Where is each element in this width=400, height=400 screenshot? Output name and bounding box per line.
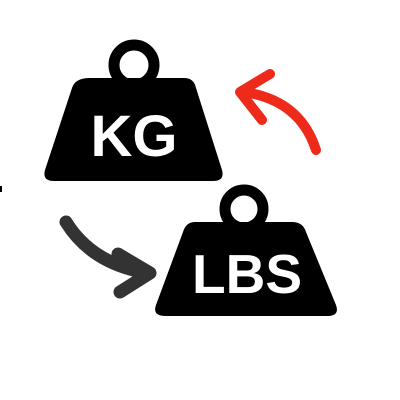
curved-arrow-left-icon xyxy=(235,69,321,155)
stray-mark xyxy=(0,186,2,192)
arrow-to-kg-shaft xyxy=(239,87,321,155)
kg-weight: KG xyxy=(44,39,223,181)
kg-label: KG xyxy=(91,104,178,169)
lbs-weight: LBS xyxy=(155,184,337,316)
arrow-to-lbs-head xyxy=(111,247,157,299)
curved-arrow-right-icon xyxy=(59,215,157,299)
lbs-weight-body xyxy=(155,222,337,316)
arrow-to-kg-head xyxy=(235,69,275,125)
kg-weight-body xyxy=(44,78,223,181)
lbs-label: LBS xyxy=(192,243,302,305)
